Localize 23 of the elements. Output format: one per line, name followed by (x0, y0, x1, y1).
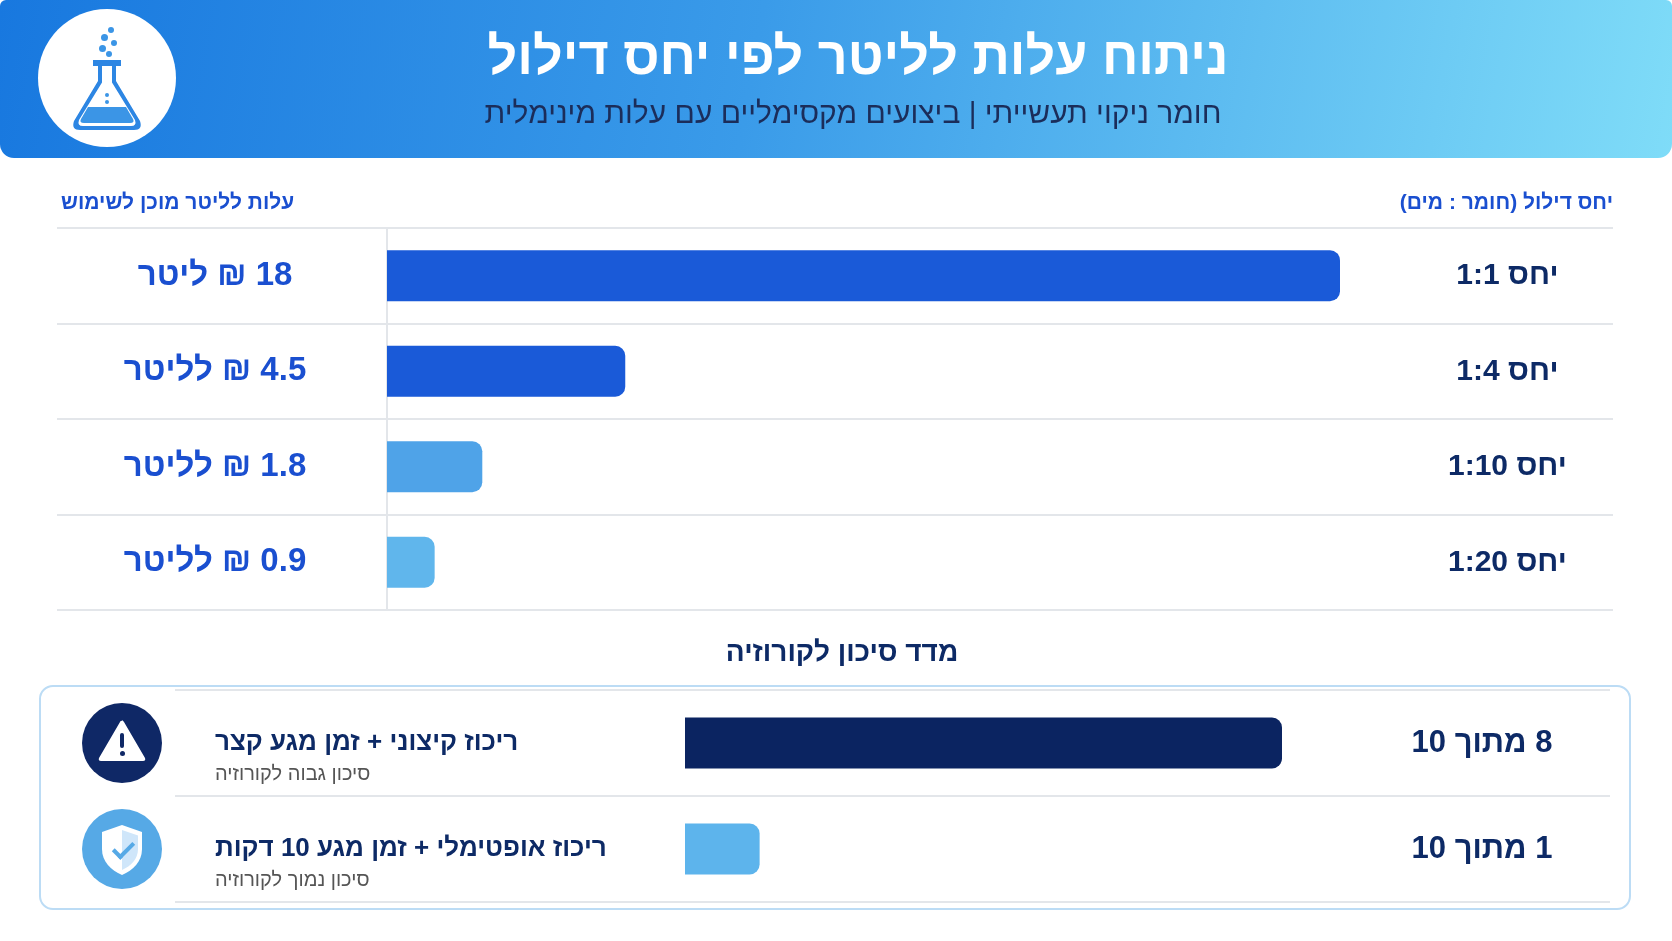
y-axis-title: יחס דילול (חומר : מים) (1399, 189, 1613, 215)
bar (387, 345, 626, 397)
y-tick-label: 1:10 יחס (1447, 448, 1567, 482)
data-label: 1 מתוך 10 (1411, 829, 1553, 865)
bar (387, 441, 483, 493)
bar (387, 536, 435, 588)
data-label: 0.9 ₪ לליטר (123, 541, 307, 579)
text: סיכון גבוה לקורוזיה (215, 761, 371, 784)
data-label: 18 ₪ ליטר (137, 254, 293, 292)
bar (387, 250, 1340, 302)
x-axis-title: עלות לליטר מוכן לשימוש (61, 189, 295, 215)
data-label: 4.5 ₪ לליטר (123, 350, 307, 388)
y-tick-label: ריכוז קיצוני + זמן מגע קצר (215, 726, 519, 757)
chart-title: ניתוח עלות לליטר לפי יחס דילול (487, 26, 1229, 87)
chart-subtitle: חומר ניקוי תעשייתי | ביצועים מקסימליים עם עלות מינימלית (484, 95, 1222, 131)
y-tick-label: יחס 1:4 (1456, 352, 1559, 386)
text: סיכון נמוך לקורוזיה (215, 867, 370, 890)
y-tick-label: יחס 1:1 (1456, 257, 1559, 291)
data-label: 8 מתוך 10 (1411, 723, 1553, 759)
y-tick-label: 1:20 יחס (1447, 543, 1567, 577)
data-label: 1.8 ₪ לליטר (123, 445, 307, 483)
y-tick-label: ריכוז אופטימלי + זמן מגע 10 דקות (215, 832, 607, 863)
chart-title: מדד סיכון לקורוזיה (725, 635, 959, 667)
